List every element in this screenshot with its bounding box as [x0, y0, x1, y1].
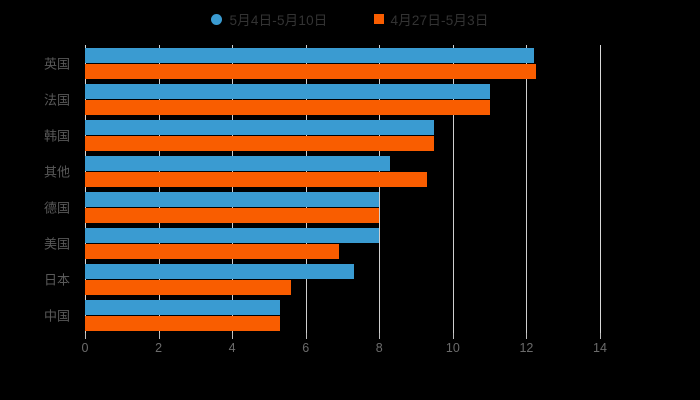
bar[interactable]	[85, 63, 536, 79]
gridline	[379, 45, 381, 333]
x-axis-tick-label: 14	[593, 341, 607, 355]
x-axis: 0 2 4 6 8 10 12 14	[81, 333, 607, 363]
bar[interactable]	[85, 135, 435, 151]
bar[interactable]	[85, 99, 490, 115]
bar[interactable]	[85, 83, 490, 99]
x-axis-tick	[452, 333, 454, 339]
y-axis-label: 法国	[43, 92, 70, 108]
x-axis-tick	[600, 333, 601, 339]
y-axis-label: 英国	[43, 56, 70, 72]
bar[interactable]	[85, 171, 428, 187]
gridline	[232, 45, 234, 333]
bar[interactable]	[85, 155, 391, 171]
gridline	[600, 45, 601, 333]
x-axis-tick	[158, 333, 160, 339]
bar-group	[85, 299, 600, 331]
bar[interactable]	[85, 299, 280, 315]
x-axis-tick-label: 4	[228, 341, 236, 355]
bar[interactable]	[85, 279, 291, 295]
x-axis-tick-label: 8	[375, 341, 383, 355]
bar[interactable]	[85, 207, 380, 223]
legend-circle-marker-icon	[211, 13, 223, 25]
x-axis-tick-label: 10	[445, 341, 460, 355]
bar-group	[85, 155, 600, 187]
bar[interactable]	[85, 119, 435, 135]
x-axis-tick	[379, 333, 381, 339]
bar[interactable]	[85, 263, 354, 279]
x-axis-tick	[232, 333, 234, 339]
x-axis-tick-label: 2	[155, 341, 163, 355]
legend-item-series-2[interactable]: 4月27日-5月3日	[373, 9, 489, 29]
bar-group	[85, 227, 600, 259]
y-axis-label: 德国	[43, 200, 70, 216]
gridline	[158, 45, 160, 333]
bar-group	[85, 83, 600, 115]
x-axis-tick	[526, 333, 528, 339]
bar-group	[85, 191, 600, 223]
y-axis-label: 其他	[43, 164, 70, 180]
y-axis-label: 韩国	[43, 128, 70, 144]
gridline	[452, 45, 454, 333]
y-axis-label: 美国	[43, 236, 70, 252]
y-axis-label: 日本	[43, 272, 70, 288]
legend-label-series-2: 4月27日-5月3日	[390, 13, 489, 28]
bar[interactable]	[85, 315, 280, 331]
bar[interactable]	[85, 47, 534, 63]
bar-group	[85, 47, 600, 79]
x-axis-tick-label: 0	[81, 341, 89, 355]
gridline	[305, 45, 307, 333]
x-axis-tick	[305, 333, 307, 339]
plot-area	[85, 45, 601, 333]
bar-series-container	[85, 45, 600, 333]
bar[interactable]	[85, 227, 380, 243]
y-axis-category-labels: 英国法国韩国其他德国美国日本中国	[0, 45, 78, 333]
legend-label-series-1: 5月4日-5月10日	[229, 13, 328, 28]
bar[interactable]	[85, 243, 339, 259]
bar-group	[85, 119, 600, 151]
legend-item-series-1[interactable]: 5月4日-5月10日	[211, 9, 327, 29]
bar[interactable]	[85, 191, 380, 207]
y-axis-label: 中国	[43, 308, 70, 324]
legend-square-marker-icon	[373, 14, 384, 24]
x-axis-tick-label: 12	[519, 341, 534, 355]
chart-legend: 5月4日-5月10日 4月27日-5月3日	[0, 0, 700, 38]
gridline	[526, 45, 528, 333]
gridline	[85, 45, 86, 333]
bar-group	[85, 263, 600, 295]
x-axis-tick-label: 6	[302, 341, 310, 355]
x-axis-tick	[85, 333, 86, 339]
